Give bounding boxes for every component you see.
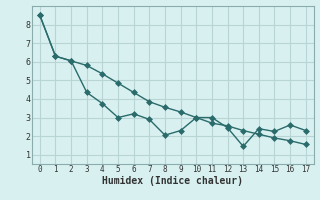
X-axis label: Humidex (Indice chaleur): Humidex (Indice chaleur) xyxy=(102,176,243,186)
